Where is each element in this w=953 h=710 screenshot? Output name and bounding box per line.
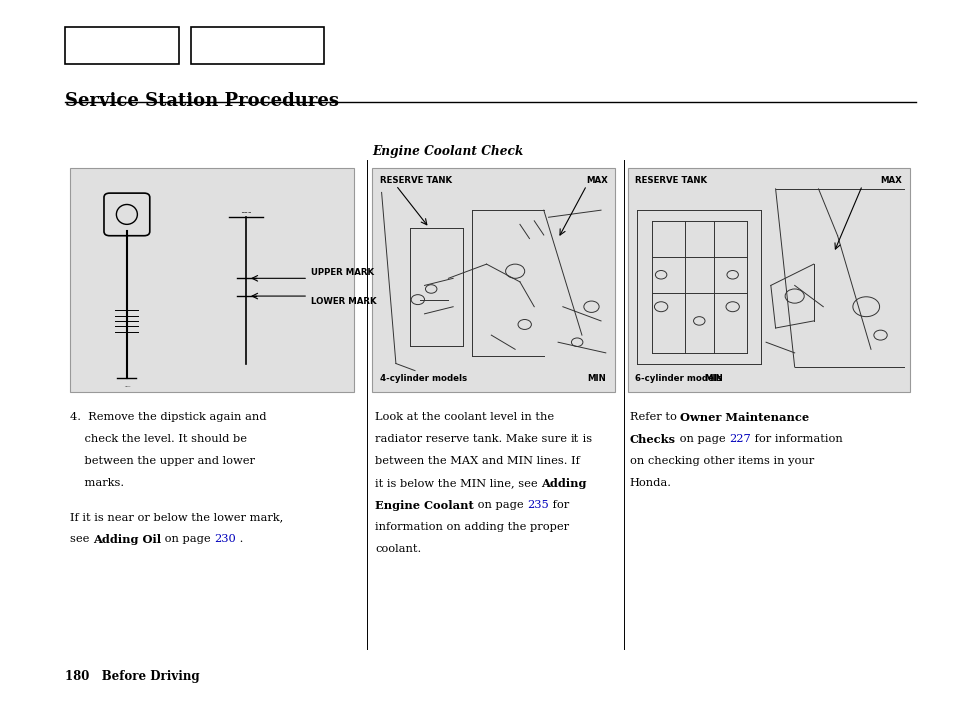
Text: .: . (235, 534, 243, 544)
Text: Adding Oil: Adding Oil (92, 534, 161, 545)
Text: for: for (548, 500, 568, 510)
Text: on page: on page (675, 434, 728, 444)
Text: coolant.: coolant. (375, 544, 420, 554)
Text: on page: on page (161, 534, 213, 544)
Text: 4-cylinder models: 4-cylinder models (379, 374, 466, 383)
Text: UPPER MARK: UPPER MARK (311, 268, 374, 277)
Text: see: see (70, 534, 92, 544)
FancyBboxPatch shape (104, 193, 150, 236)
Text: 235: 235 (526, 500, 548, 510)
Text: Engine Coolant Check: Engine Coolant Check (372, 145, 523, 158)
Bar (191, 27, 324, 64)
Text: ─ ─ ─: ─ ─ ─ (241, 211, 251, 214)
Text: RESERVE TANK: RESERVE TANK (635, 176, 707, 185)
Text: Service Station Procedures: Service Station Procedures (65, 92, 338, 110)
Text: on checking other items in your: on checking other items in your (629, 456, 813, 466)
Text: MIN: MIN (703, 374, 722, 383)
Text: marks.: marks. (70, 478, 124, 488)
Text: ___: ___ (124, 383, 130, 387)
Text: for information: for information (750, 434, 841, 444)
Text: check the level. It should be: check the level. It should be (70, 434, 247, 444)
Ellipse shape (116, 204, 137, 224)
Text: Engine Coolant: Engine Coolant (375, 500, 474, 510)
Text: Look at the coolant level in the: Look at the coolant level in the (375, 412, 554, 422)
Text: If it is near or below the lower mark,: If it is near or below the lower mark, (70, 512, 283, 522)
Bar (70, 168, 354, 392)
Text: between the MAX and MIN lines. If: between the MAX and MIN lines. If (375, 456, 579, 466)
Text: MAX: MAX (585, 176, 607, 185)
Text: RESERVE TANK: RESERVE TANK (379, 176, 452, 185)
Text: Owner Maintenance: Owner Maintenance (679, 412, 808, 422)
Text: 180   Before Driving: 180 Before Driving (65, 670, 199, 683)
Text: MIN: MIN (586, 374, 605, 383)
Bar (627, 168, 909, 392)
Text: radiator reserve tank. Make sure: radiator reserve tank. Make sure (375, 434, 570, 444)
Text: 230: 230 (213, 534, 235, 544)
Text: 4.  Remove the dipstick again and: 4. Remove the dipstick again and (70, 412, 266, 422)
Text: Adding: Adding (540, 478, 586, 488)
Text: Checks: Checks (629, 434, 675, 444)
Text: Refer to: Refer to (629, 412, 679, 422)
Bar (372, 168, 615, 392)
Text: 6-cylinder models: 6-cylinder models (635, 374, 721, 383)
Text: 227: 227 (728, 434, 750, 444)
Text: it is below the MIN line, see: it is below the MIN line, see (375, 478, 540, 488)
Text: Honda.: Honda. (629, 478, 671, 488)
Bar (65, 27, 179, 64)
Text: between the upper and lower: between the upper and lower (70, 456, 254, 466)
Text: LOWER MARK: LOWER MARK (311, 297, 376, 307)
Text: information on adding the proper: information on adding the proper (375, 522, 568, 532)
Text: it: it (570, 434, 578, 444)
Text: is: is (578, 434, 591, 444)
Text: on page: on page (474, 500, 526, 510)
Text: MAX: MAX (880, 176, 902, 185)
